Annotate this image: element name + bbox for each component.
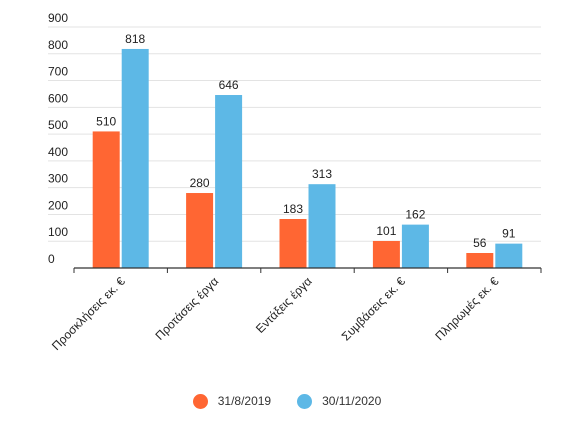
bar	[372, 240, 400, 268]
data-label: 101	[376, 224, 396, 238]
legend-label-series-2: 30/11/2020	[322, 394, 382, 408]
bar	[121, 48, 149, 268]
x-tick-label: Προτάσεις έργα	[153, 274, 222, 343]
x-tick-label: Εντάξεις έργα	[253, 274, 315, 336]
x-axis: Προσκλήσεις εκ. € Προτάσεις έργα Εντάξεις …	[49, 267, 542, 353]
legend-item-series-1[interactable]: 31/8/2019	[192, 393, 272, 409]
y-tick-label: 900	[48, 11, 68, 25]
bars	[92, 48, 523, 268]
legend-label-series-1: 31/8/2019	[217, 394, 272, 408]
data-label: 183	[283, 202, 303, 216]
data-label: 162	[405, 208, 425, 222]
bar	[279, 218, 307, 268]
data-label: 313	[312, 167, 332, 181]
y-tick-label: 300	[48, 172, 68, 186]
x-tick-label: Συμβάσεις εκ. €	[339, 274, 409, 344]
data-label: 818	[125, 32, 145, 46]
y-tick-label: 100	[48, 225, 68, 239]
bar	[215, 95, 243, 268]
data-label: 280	[190, 176, 210, 190]
x-tick-label: Προσκλήσεις εκ. €	[49, 274, 128, 353]
data-labels: 510 818 280 646 183 313 101 162 56 91	[96, 32, 516, 250]
data-label: 510	[96, 114, 116, 128]
data-label: 56	[473, 236, 487, 250]
y-tick-label: 800	[48, 38, 68, 52]
bar	[466, 253, 494, 268]
bar	[495, 243, 523, 268]
y-tick-label: 500	[48, 118, 68, 132]
y-tick-label: 400	[48, 145, 68, 159]
bar	[186, 193, 214, 268]
legend-item-series-2[interactable]: 30/11/2020	[297, 393, 382, 409]
bar	[308, 184, 336, 268]
legend-swatch-series-1	[192, 393, 208, 409]
y-axis-ticks: 0 100 200 300 400 500 600 700 800 900	[48, 11, 68, 266]
bar	[401, 224, 429, 268]
y-tick-label: 0	[48, 252, 55, 266]
data-label: 91	[502, 227, 516, 241]
data-label: 646	[219, 78, 239, 92]
legend-swatch-series-2	[297, 393, 313, 409]
x-tick-label: Πληρωμές εκ. €	[432, 274, 501, 343]
legend: 31/8/2019 30/11/2020	[0, 391, 574, 411]
y-tick-label: 600	[48, 91, 68, 105]
y-tick-label: 700	[48, 65, 68, 79]
bar	[92, 131, 120, 268]
y-tick-label: 200	[48, 198, 68, 212]
